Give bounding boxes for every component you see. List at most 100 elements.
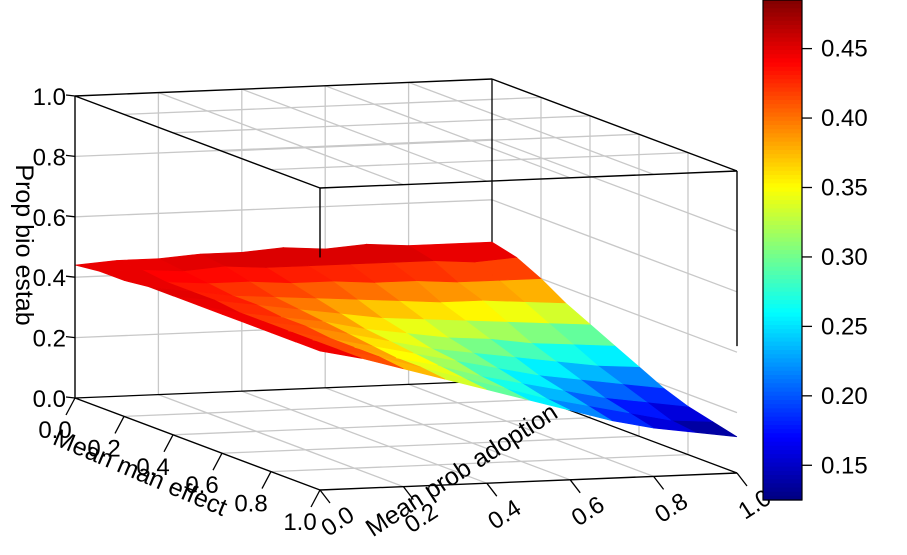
colorbar-strip	[763, 166, 802, 172]
grid-line	[241, 390, 488, 484]
colorbar-strip	[763, 420, 802, 426]
grid-line	[491, 199, 738, 293]
colorbar-strip	[763, 208, 802, 214]
z-tick	[65, 154, 76, 158]
colorbar-strip	[763, 100, 802, 105]
colorbar-strip	[763, 283, 802, 289]
colorbar-strip	[763, 429, 802, 434]
colorbar-strip	[763, 145, 802, 151]
colorbar-strip	[763, 454, 802, 459]
colorbar-strip	[763, 87, 802, 93]
x-tick	[163, 434, 174, 453]
colorbar-strip	[763, 300, 802, 305]
colorbar-strip	[763, 29, 802, 34]
colorbar-strip	[763, 325, 802, 330]
plot-box-front	[74, 78, 738, 491]
colorbar-strip	[763, 137, 802, 143]
colorbar-strip	[763, 487, 802, 493]
colorbar-strip	[763, 408, 802, 414]
grid-line	[74, 138, 493, 158]
colorbar-strip	[763, 370, 802, 376]
colorbar-tick-label: 0.35	[821, 175, 868, 202]
colorbar-strip	[763, 154, 802, 159]
grid-line	[491, 138, 738, 233]
colorbar-strip	[763, 295, 802, 301]
colorbar-strip	[763, 450, 802, 455]
colorbar-strip	[763, 275, 802, 280]
colorbar-strip	[763, 437, 802, 443]
y-axis-label: Mean prob adoption	[361, 398, 563, 543]
colorbar-strip	[763, 404, 802, 409]
x-tick-label: 1.0	[283, 509, 316, 536]
colorbar-strip	[763, 341, 802, 347]
colorbar-strip	[763, 104, 802, 109]
grid-line	[158, 91, 404, 186]
colorbar-strip	[763, 108, 802, 114]
z-tick	[65, 94, 76, 97]
colorbar-strip	[763, 0, 802, 5]
x-tick	[310, 489, 321, 508]
colorbar-strip	[763, 83, 802, 89]
z-tick-label: 0.4	[33, 265, 66, 292]
grid-line	[158, 393, 404, 488]
colorbar-strip	[763, 358, 802, 364]
colorbar-border	[762, 0, 803, 501]
colorbar-strip	[763, 441, 802, 447]
z-tick-label: 1.0	[33, 84, 66, 111]
colorbar-strip	[763, 350, 802, 355]
grid-line	[74, 199, 493, 218]
x-tick-label: 0.0	[38, 417, 71, 444]
grid-line	[270, 453, 689, 473]
y-tick	[653, 476, 665, 490]
colorbar-strip	[763, 312, 802, 318]
box-edge	[491, 78, 738, 172]
colorbar-strip	[763, 54, 802, 59]
colorbar-strip	[763, 354, 802, 359]
y-tick-label: 0.0	[317, 501, 360, 542]
colorbar-strip	[763, 466, 802, 472]
colorbar-strip	[763, 170, 802, 176]
colorbar-strip	[763, 391, 802, 397]
colorbar-strip	[763, 329, 802, 334]
colorbar-strip	[763, 191, 802, 197]
colorbar-strip	[763, 254, 802, 259]
colorbar-strip	[763, 150, 802, 155]
z-tick-label: 0.0	[33, 386, 66, 413]
colorbar-strip	[763, 125, 802, 130]
colorbar-strip	[763, 287, 802, 293]
y-tick	[319, 489, 331, 504]
colorbar-strip	[763, 475, 802, 480]
colorbar-strip	[763, 200, 802, 205]
colorbar-strip	[763, 116, 802, 122]
box-edge	[74, 380, 493, 399]
grid-line	[241, 88, 488, 182]
colorbar-strip	[763, 270, 802, 276]
box-edge	[74, 95, 321, 189]
z-tick	[65, 335, 76, 339]
colorbar-tick-label: 0.45	[821, 36, 868, 63]
x-tick-label: 0.8	[234, 491, 267, 518]
x-tick	[212, 452, 223, 471]
x-tick	[114, 416, 125, 434]
colorbar-gradient	[763, 0, 802, 501]
colorbar-strip	[763, 241, 802, 247]
surface	[74, 241, 738, 438]
colorbar-strip	[763, 195, 802, 201]
colorbar-strip	[763, 212, 802, 218]
colorbar-strip	[763, 445, 802, 451]
colorbar-strip	[763, 245, 802, 251]
z-tick	[65, 275, 76, 278]
colorbar-strip	[763, 320, 802, 326]
grid-line	[172, 417, 591, 436]
colorbar-strip	[763, 279, 802, 284]
colorbar-tick-label: 0.30	[821, 244, 868, 271]
y-tick-label: 0.6	[567, 491, 610, 532]
colorbar-strip	[763, 304, 802, 309]
colorbar-tick-label: 0.25	[821, 313, 868, 340]
colorbar-strip	[763, 58, 802, 64]
colorbar-strip	[763, 66, 802, 72]
colorbar-strip	[763, 387, 802, 393]
colorbar-strip	[763, 204, 802, 209]
colorbar-strip	[763, 129, 802, 134]
